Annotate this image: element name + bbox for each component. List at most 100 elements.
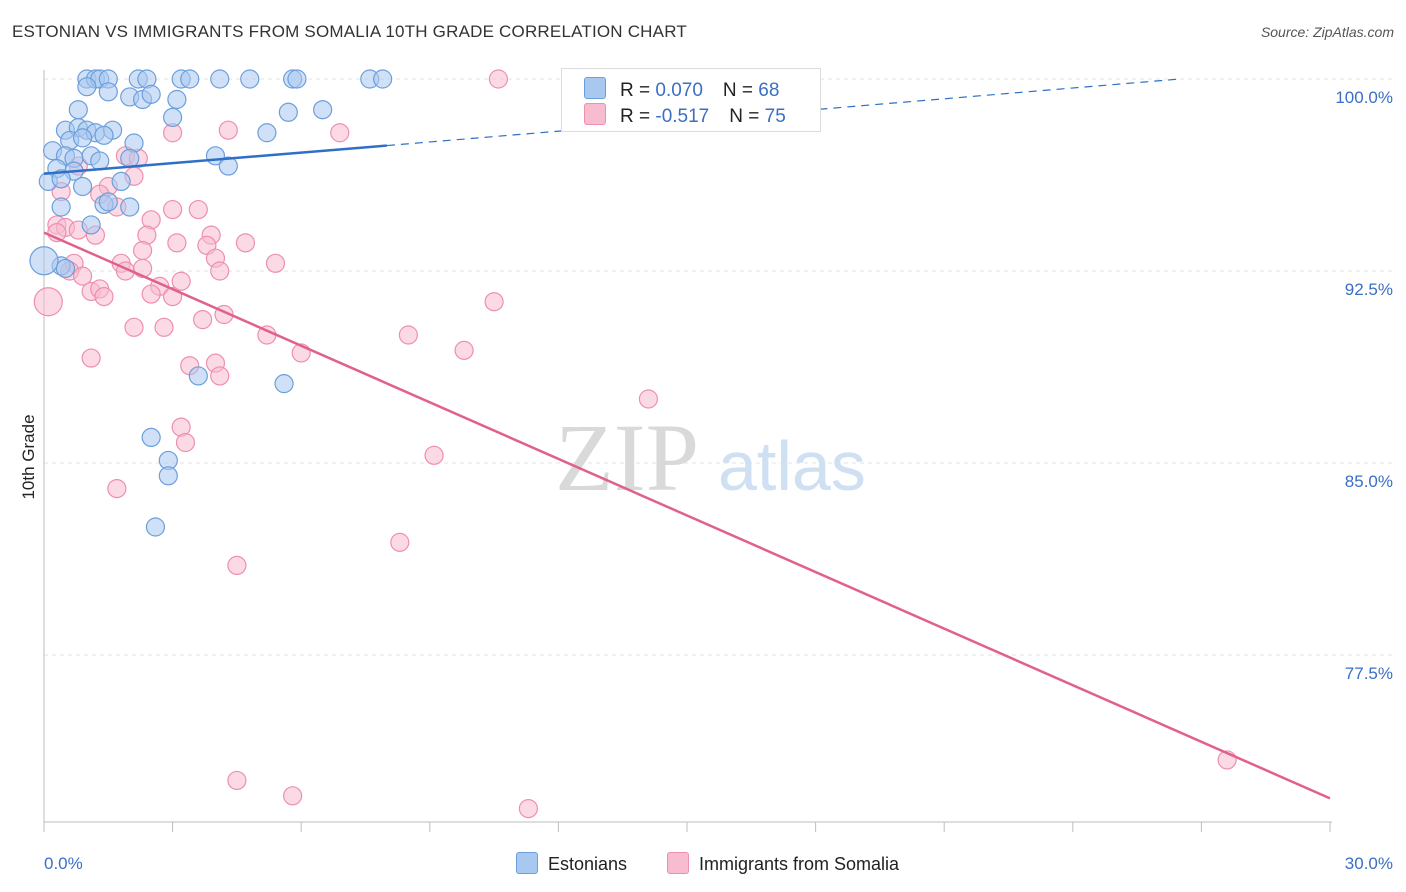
data-point-estonians [180, 69, 200, 89]
data-point-somalia [518, 798, 538, 819]
legend-r-value: 0.070 [655, 80, 703, 101]
data-point-estonians [55, 258, 76, 279]
data-point-estonians [81, 215, 101, 235]
legend-n-label: N = [729, 106, 765, 127]
data-point-estonians [77, 77, 97, 97]
tick-labels: 77.5% 85.0% 92.5% 100.0% 0.0% 30.0% 10th Grade [19, 88, 1393, 873]
data-point-estonians [111, 171, 131, 191]
y-tick-label: 77.5% [1345, 664, 1393, 683]
data-point-estonians [240, 69, 260, 89]
x-tick-label: 0.0% [44, 854, 83, 873]
data-point-somalia [81, 348, 101, 368]
data-point-somalia [171, 271, 191, 291]
legend-row-somalia: R = -0.517 N = 75 [584, 103, 786, 128]
data-point-somalia [283, 786, 303, 806]
data-point-somalia [124, 317, 144, 337]
data-point-estonians [278, 102, 298, 122]
watermark-atlas: atlas [718, 427, 866, 505]
data-point-somalia [227, 770, 247, 791]
data-point-estonians [51, 197, 71, 217]
data-point-estonians [72, 176, 93, 197]
data-point-somalia [33, 287, 63, 317]
data-point-estonians [188, 366, 208, 386]
y-tick-label: 85.0% [1345, 472, 1393, 491]
x-tick-label: 30.0% [1345, 854, 1393, 873]
data-point-estonians [72, 128, 93, 148]
data-point-somalia [107, 479, 127, 499]
series-estonians-points [29, 69, 393, 537]
y-axis-title: 10th Grade [19, 414, 38, 499]
data-point-somalia [132, 240, 153, 261]
legend-n-value: 75 [764, 106, 786, 127]
data-point-estonians [210, 69, 230, 89]
data-point-estonians [287, 69, 307, 89]
trend-line-estonians [43, 144, 388, 175]
y-tick-label: 92.5% [1345, 280, 1393, 299]
data-point-somalia [210, 261, 230, 281]
bottom-legend-swatch-pink [667, 852, 689, 874]
data-point-estonians [68, 100, 88, 120]
data-point-somalia [390, 532, 410, 552]
data-point-estonians [158, 466, 178, 486]
legend-r-label: R = [620, 106, 656, 127]
data-point-estonians [141, 427, 161, 447]
data-point-somalia [484, 292, 504, 312]
legend-n-label: N = [722, 80, 759, 101]
data-point-estonians [51, 169, 71, 189]
data-point-somalia [398, 325, 418, 345]
data-point-estonians [167, 89, 187, 110]
data-point-estonians [120, 148, 140, 168]
legend-swatch-blue [584, 77, 606, 99]
bottom-legend-estonians: Estonians [516, 852, 627, 875]
data-point-somalia [167, 233, 187, 253]
data-point-estonians [141, 84, 161, 104]
legend-row-estonians: R = 0.070 N = 68 [584, 77, 779, 102]
data-point-somalia [218, 120, 238, 140]
data-point-somalia [175, 432, 196, 453]
data-point-somalia [235, 233, 256, 253]
data-point-somalia [638, 389, 659, 409]
data-point-somalia [210, 366, 230, 386]
y-tick-label: 100.0% [1335, 88, 1393, 107]
watermark-zip: ZIP [555, 404, 699, 511]
data-point-somalia [227, 555, 247, 576]
data-point-somalia [488, 69, 508, 89]
legend-n-value: 68 [758, 80, 780, 101]
chart-title: ESTONIAN VS IMMIGRANTS FROM SOMALIA 10TH… [12, 22, 687, 41]
data-point-somalia [72, 266, 93, 286]
data-point-estonians [274, 374, 294, 394]
data-point-estonians [313, 100, 333, 120]
data-point-somalia [424, 445, 444, 465]
trend-line-somalia [43, 231, 1331, 800]
data-point-somalia [141, 284, 161, 304]
data-point-estonians [29, 246, 59, 276]
data-point-estonians [145, 517, 166, 537]
bottom-legend-swatch-blue [516, 852, 538, 874]
data-point-somalia [94, 287, 114, 307]
axes [43, 70, 1332, 832]
stats-legend: R = 0.070 N = 68 R = -0.517 N = 75 [561, 68, 821, 132]
data-point-somalia [154, 317, 174, 337]
legend-r-value: -0.517 [655, 106, 710, 127]
data-point-estonians [94, 125, 114, 145]
data-point-estonians [90, 151, 110, 171]
bottom-legend-somalia: Immigrants from Somalia [667, 852, 899, 875]
bottom-legend-label: Immigrants from Somalia [699, 854, 900, 874]
data-point-somalia [265, 253, 286, 273]
data-point-somalia [330, 123, 350, 143]
data-point-somalia [188, 199, 208, 220]
source-label: Source: ZipAtlas.com [1260, 24, 1394, 40]
series-somalia-points [33, 69, 1237, 819]
data-point-estonians [257, 123, 277, 143]
data-point-somalia [163, 199, 183, 220]
data-point-estonians [98, 192, 118, 212]
bottom-legend-label: Estonians [548, 854, 628, 874]
data-point-estonians [120, 197, 140, 217]
data-point-estonians [98, 82, 118, 102]
legend-r-label: R = [620, 80, 656, 101]
data-point-estonians [218, 156, 238, 176]
data-point-estonians [373, 69, 393, 89]
data-point-somalia [193, 310, 213, 330]
watermark: ZIP atlas [555, 404, 866, 511]
